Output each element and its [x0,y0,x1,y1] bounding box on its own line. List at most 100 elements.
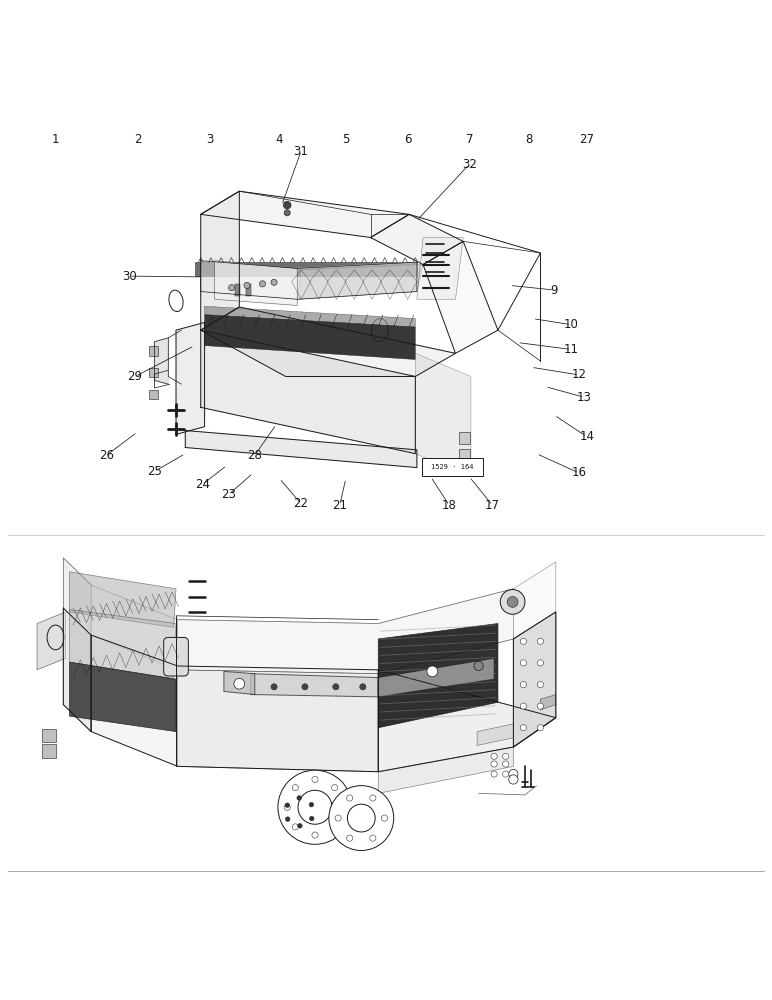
Text: 29: 29 [127,370,143,383]
Text: 24: 24 [195,478,210,491]
Circle shape [509,769,518,779]
Text: 3: 3 [206,133,214,146]
Circle shape [309,802,313,807]
Bar [42,729,56,742]
Circle shape [520,725,527,731]
Circle shape [297,796,302,800]
Polygon shape [176,322,205,434]
Text: 4: 4 [276,133,283,146]
Circle shape [491,761,497,767]
Circle shape [297,823,302,828]
Bar [246,284,251,296]
Circle shape [503,761,509,767]
Polygon shape [201,191,409,238]
Circle shape [340,804,346,810]
Circle shape [537,638,543,644]
Circle shape [302,684,308,690]
Polygon shape [224,671,255,695]
Text: 2: 2 [134,133,141,146]
Circle shape [229,285,235,291]
Circle shape [333,684,339,690]
Polygon shape [201,261,417,299]
Circle shape [331,785,337,791]
Polygon shape [378,624,498,728]
Polygon shape [378,658,494,697]
Text: 30: 30 [122,270,137,283]
Circle shape [537,660,543,666]
Circle shape [360,684,366,690]
Text: 11: 11 [564,343,579,356]
Polygon shape [154,338,168,384]
Circle shape [537,725,543,731]
Circle shape [271,279,277,285]
Circle shape [293,824,299,830]
Text: 21: 21 [332,499,347,512]
Circle shape [347,795,353,801]
Polygon shape [201,307,455,376]
Polygon shape [63,558,556,674]
Bar [149,346,158,356]
Circle shape [491,771,497,777]
Polygon shape [358,793,364,843]
Circle shape [285,803,290,808]
Circle shape [298,790,332,824]
Polygon shape [297,265,423,299]
Polygon shape [205,315,415,359]
Circle shape [331,824,337,830]
Circle shape [381,815,388,821]
Polygon shape [63,558,91,732]
Circle shape [370,835,376,841]
Circle shape [286,817,290,821]
Circle shape [503,753,509,759]
Polygon shape [195,262,417,276]
Circle shape [370,795,376,801]
Circle shape [284,210,290,216]
Text: 28: 28 [247,449,262,462]
Bar [459,449,470,461]
Bar [459,432,470,444]
Text: 1: 1 [52,133,59,146]
Polygon shape [423,241,498,353]
Text: 27: 27 [579,133,594,146]
Text: 31: 31 [293,145,309,158]
Polygon shape [63,608,91,732]
Circle shape [312,776,318,783]
Polygon shape [251,674,378,697]
Polygon shape [185,431,417,468]
Circle shape [509,775,518,784]
Circle shape [244,282,250,288]
Circle shape [335,815,341,821]
Polygon shape [513,612,556,747]
Polygon shape [337,815,386,821]
Text: 1529 · 164: 1529 · 164 [431,464,474,470]
Circle shape [537,703,543,709]
Polygon shape [215,261,297,305]
Text: 17: 17 [485,499,500,512]
Circle shape [500,590,525,614]
Polygon shape [415,353,471,477]
Polygon shape [378,747,513,793]
Polygon shape [371,214,463,265]
Circle shape [520,638,527,644]
Circle shape [271,684,277,690]
Circle shape [520,703,527,709]
Polygon shape [201,191,239,330]
Circle shape [284,804,290,810]
Polygon shape [69,610,176,679]
Circle shape [347,835,353,841]
Text: 12: 12 [571,368,587,381]
Text: 5: 5 [342,133,350,146]
Text: 10: 10 [564,318,579,331]
Bar [149,368,158,377]
Text: 7: 7 [466,133,473,146]
Polygon shape [287,795,317,826]
Circle shape [283,201,291,209]
FancyBboxPatch shape [422,458,483,476]
Bar [42,744,56,758]
Circle shape [312,832,318,838]
Circle shape [520,681,527,688]
Text: 13: 13 [577,391,592,404]
Polygon shape [69,572,176,627]
Text: 14: 14 [579,430,594,443]
Text: 18: 18 [442,499,457,512]
